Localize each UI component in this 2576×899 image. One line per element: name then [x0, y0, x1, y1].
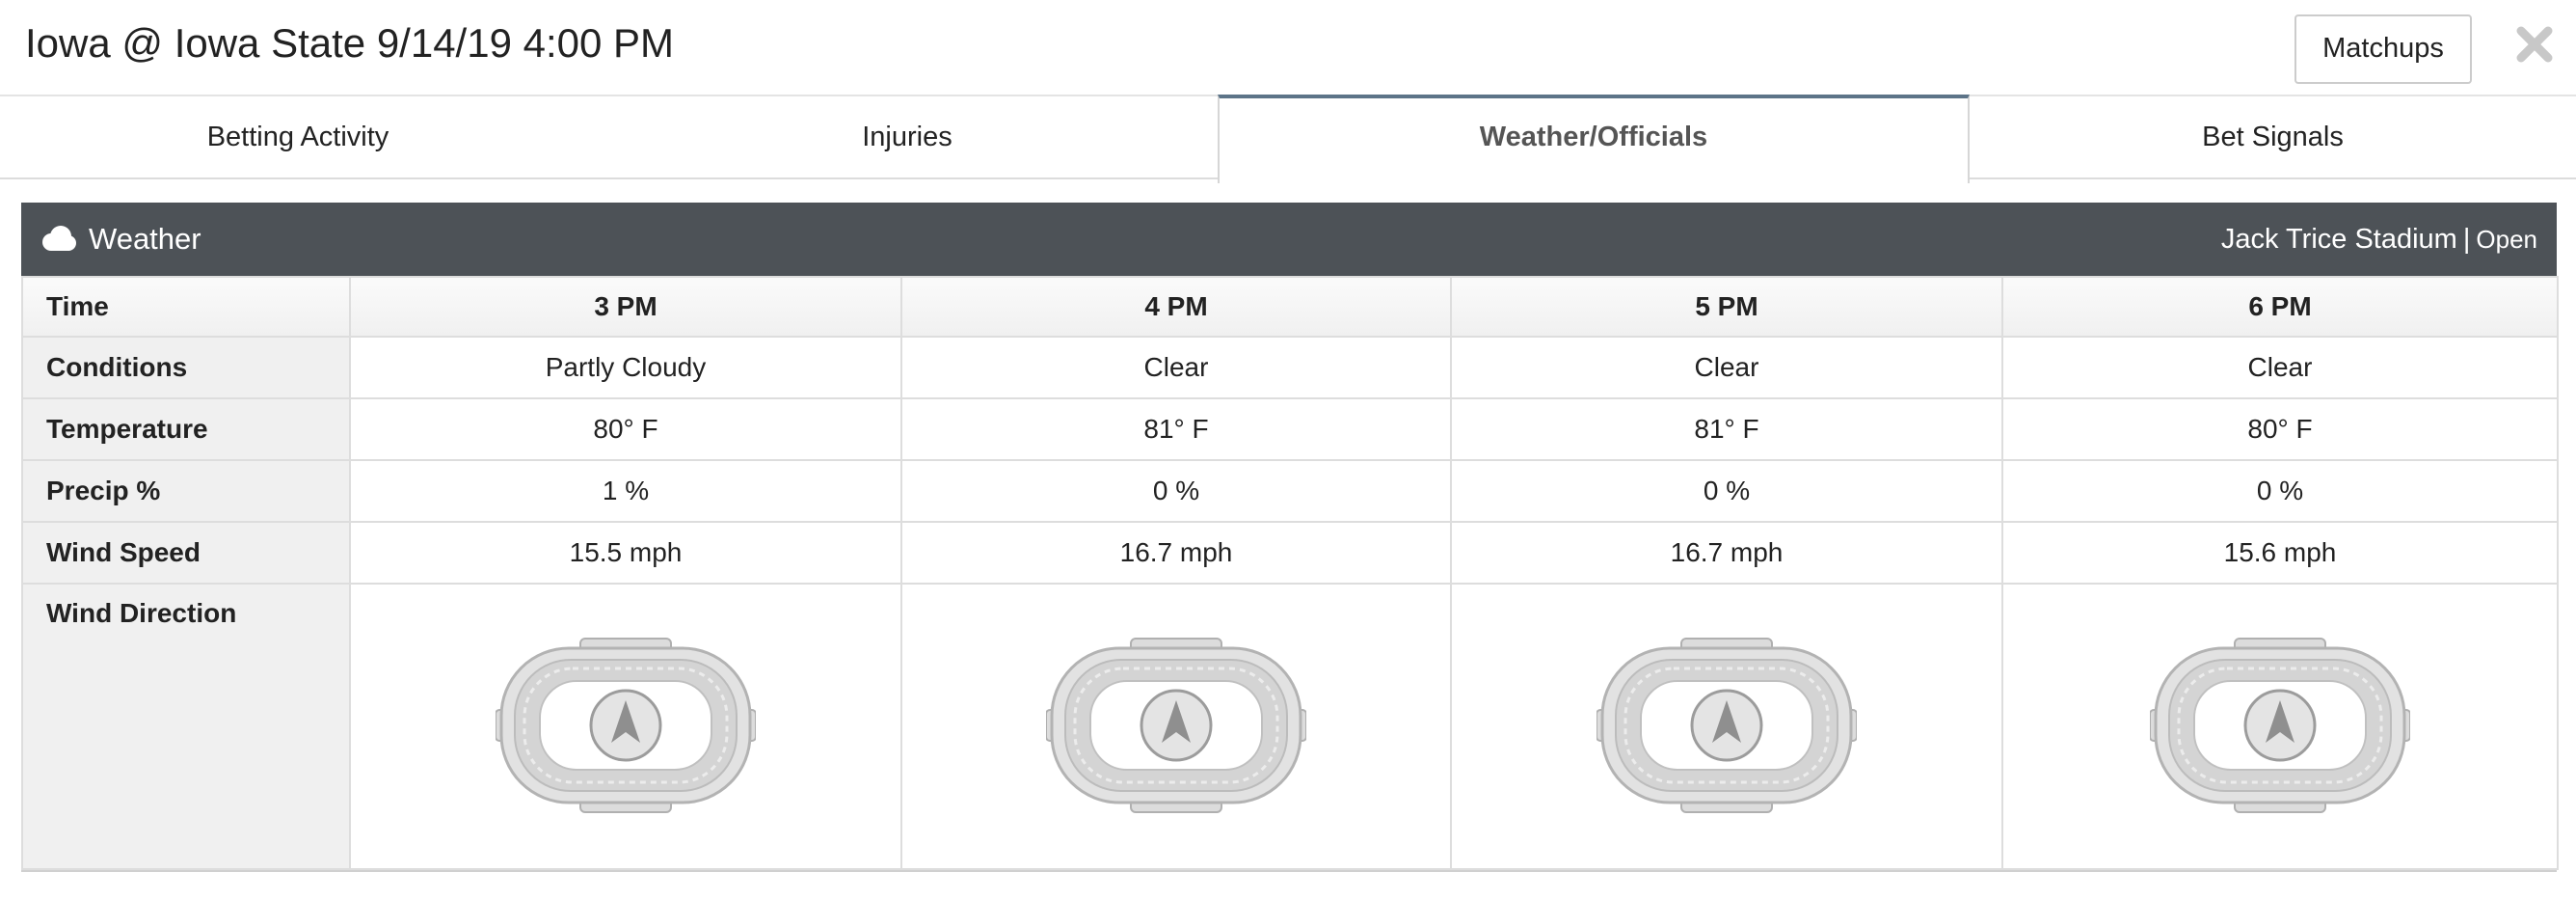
- precip-cell: 1 %: [349, 459, 902, 523]
- wind-direction-cell: [349, 583, 902, 870]
- precip-cell: 0 %: [900, 459, 1452, 523]
- tab-injuries[interactable]: Injuries: [596, 96, 1219, 179]
- row-label-time: Time: [21, 276, 351, 338]
- temperature-cell: 81° F: [900, 397, 1452, 461]
- matchups-button[interactable]: Matchups: [2294, 14, 2472, 84]
- wind-direction-cell: [1450, 583, 2003, 870]
- wind-speed-cell: 16.7 mph: [1450, 521, 2003, 585]
- temperature-row: Temperature 80° F 81° F 81° F 80° F: [21, 397, 2559, 461]
- wind-speed-row: Wind Speed 15.5 mph 16.7 mph 16.7 mph 15…: [21, 521, 2559, 585]
- row-label-temperature: Temperature: [21, 397, 351, 461]
- temperature-cell: 81° F: [1450, 397, 2003, 461]
- stadium-name: Jack Trice Stadium: [2220, 224, 2457, 255]
- tab-weather-officials[interactable]: Weather/Officials: [1218, 95, 1970, 183]
- stadium-wind-compass-icon: [1597, 637, 1857, 814]
- time-cell: 3 PM: [349, 276, 902, 338]
- close-icon[interactable]: [2511, 21, 2558, 68]
- time-row: Time 3 PM 4 PM 5 PM 6 PM: [21, 276, 2559, 338]
- conditions-row: Conditions Partly Cloudy Clear Clear Cle…: [21, 336, 2559, 399]
- tab-bar: Betting Activity Injuries Weather/Offici…: [0, 95, 2576, 183]
- weather-panel-header: Weather Jack Trice Stadium | Open: [21, 203, 2557, 276]
- time-cell: 5 PM: [1450, 276, 2003, 338]
- wind-direction-row: Wind Direction: [21, 583, 2559, 870]
- row-label-conditions: Conditions: [21, 336, 351, 399]
- wind-speed-cell: 16.7 mph: [900, 521, 1452, 585]
- stadium-wind-compass-icon: [2150, 637, 2410, 814]
- row-label-precip: Precip %: [21, 459, 351, 523]
- time-cell: 4 PM: [900, 276, 1452, 338]
- stadium-info: Jack Trice Stadium | Open: [2221, 203, 2537, 281]
- stadium-separator: |: [2462, 224, 2471, 255]
- wind-direction-cell: [900, 583, 1452, 870]
- row-label-wind-speed: Wind Speed: [21, 521, 351, 585]
- weather-title: Weather: [89, 222, 201, 256]
- conditions-cell: Clear: [1450, 336, 2003, 399]
- tab-bet-signals[interactable]: Bet Signals: [1970, 96, 2576, 179]
- wind-speed-cell: 15.5 mph: [349, 521, 902, 585]
- wind-direction-cell: [2001, 583, 2559, 870]
- temperature-cell: 80° F: [349, 397, 902, 461]
- precip-row: Precip % 1 % 0 % 0 % 0 %: [21, 459, 2559, 523]
- panel-bottom-border: [21, 870, 2557, 872]
- precip-cell: 0 %: [2001, 459, 2559, 523]
- modal-header: Iowa @ Iowa State 9/14/19 4:00 PM Matchu…: [0, 0, 2576, 96]
- stadium-wind-compass-icon: [496, 637, 756, 814]
- page-title: Iowa @ Iowa State 9/14/19 4:00 PM: [25, 20, 675, 66]
- cloud-icon: [42, 226, 76, 251]
- conditions-cell: Clear: [900, 336, 1452, 399]
- conditions-cell: Clear: [2001, 336, 2559, 399]
- precip-cell: 0 %: [1450, 459, 2003, 523]
- tab-betting-activity[interactable]: Betting Activity: [0, 96, 596, 179]
- conditions-cell: Partly Cloudy: [349, 336, 902, 399]
- row-label-wind-direction: Wind Direction: [21, 583, 351, 870]
- wind-speed-cell: 15.6 mph: [2001, 521, 2559, 585]
- weather-table: Time 3 PM 4 PM 5 PM 6 PM Conditions Part…: [21, 276, 2559, 870]
- stadium-wind-compass-icon: [1046, 637, 1306, 814]
- stadium-roof-status: Open: [2476, 225, 2537, 254]
- temperature-cell: 80° F: [2001, 397, 2559, 461]
- time-cell: 6 PM: [2001, 276, 2559, 338]
